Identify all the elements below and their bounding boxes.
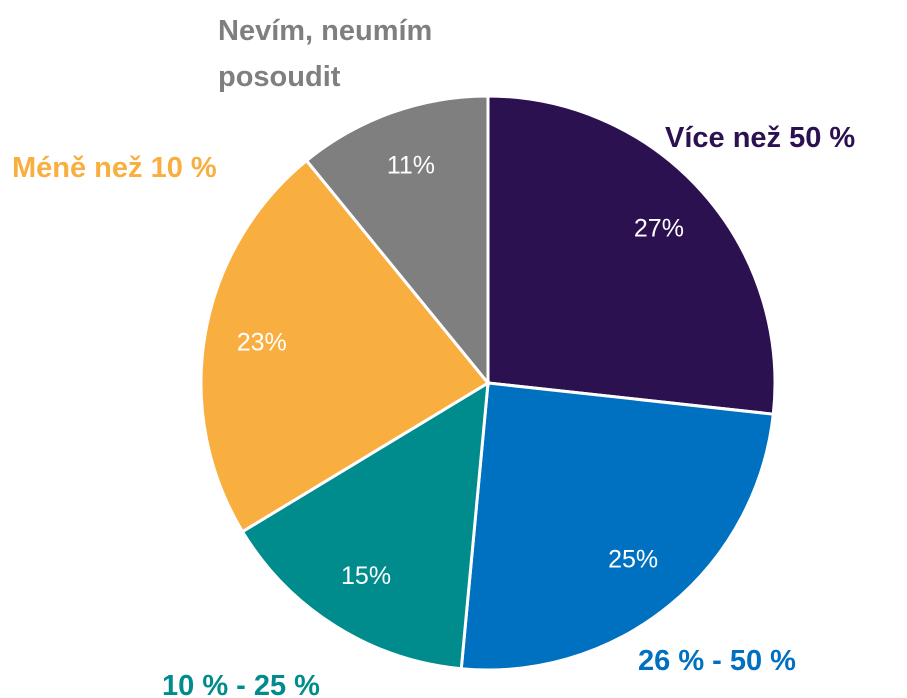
value-label: 27% <box>634 214 684 242</box>
category-label: Méně než 10 % <box>12 152 217 184</box>
pie-slice <box>240 380 490 671</box>
value-label: 11% <box>387 151 435 179</box>
value-label: 23% <box>237 329 287 357</box>
category-label: 10 % - 25 % <box>162 670 320 698</box>
value-label: 15% <box>341 562 391 590</box>
pie-slice <box>486 94 777 416</box>
pie-slice <box>459 381 775 672</box>
category-label: Více než 50 % <box>665 122 856 154</box>
pie-slice <box>304 94 490 388</box>
value-label: 25% <box>608 546 658 574</box>
category-label: Nevím, neumím posoudit <box>218 15 433 93</box>
pie-slice <box>199 158 491 534</box>
category-label: 26 % - 50 % <box>638 645 796 677</box>
